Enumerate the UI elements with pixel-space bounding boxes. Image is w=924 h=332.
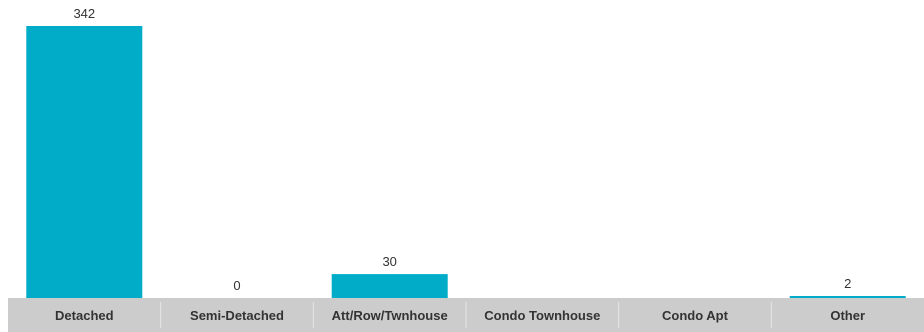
category-separators xyxy=(160,302,772,328)
bar-other[interactable] xyxy=(789,296,906,298)
value-label: 0 xyxy=(233,278,240,293)
category-label: Condo Apt xyxy=(662,308,729,323)
value-label: 30 xyxy=(382,254,396,269)
category-label: Other xyxy=(830,308,865,323)
bar-att-row-twnhouse[interactable] xyxy=(331,274,448,298)
category-label: Semi-Detached xyxy=(190,308,284,323)
value-labels: 342 0 30 2 xyxy=(73,6,851,293)
category-labels: Detached Semi-Detached Att/Row/Twnhouse Con… xyxy=(55,308,865,323)
category-label: Detached xyxy=(55,308,114,323)
value-label: 2 xyxy=(844,276,851,291)
bars xyxy=(26,26,906,298)
category-label: Att/Row/Twnhouse xyxy=(332,308,448,323)
bar-detached[interactable] xyxy=(26,26,143,298)
category-label: Condo Townhouse xyxy=(484,308,600,323)
value-label: 342 xyxy=(73,6,95,21)
